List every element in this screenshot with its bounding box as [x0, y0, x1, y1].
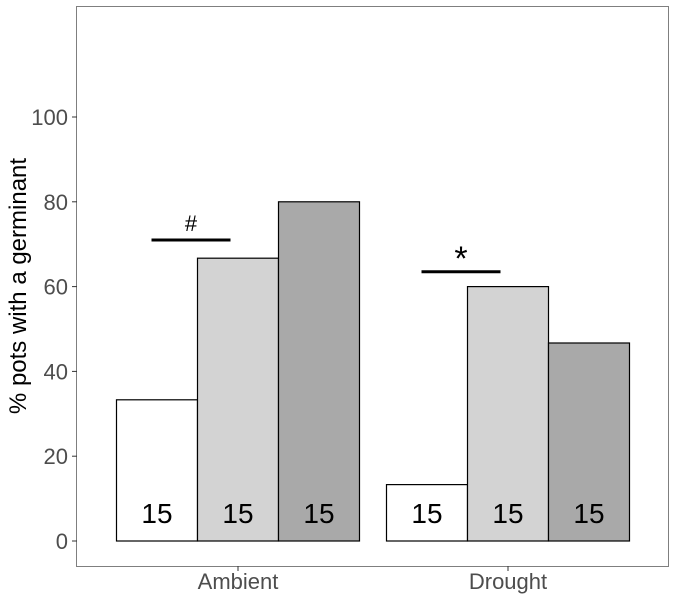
sample-size-label: 15: [411, 498, 442, 529]
y-tick-label: 60: [44, 275, 68, 300]
bar: [547, 342, 631, 542]
sample-size-label: 15: [492, 498, 523, 529]
bar: [277, 201, 361, 542]
significance-symbol: #: [185, 211, 198, 236]
bar: [196, 257, 280, 542]
sample-size-label: 15: [141, 498, 172, 529]
sample-size-label: 15: [222, 498, 253, 529]
y-axis-title: % pots with a germinant: [5, 158, 32, 414]
y-tick-label: 80: [44, 190, 68, 215]
x-tick-label: Drought: [469, 569, 547, 594]
y-tick-label: 40: [44, 359, 68, 384]
y-tick-label: 100: [31, 105, 68, 130]
bar: [385, 484, 469, 542]
x-tick-label: Ambient: [198, 569, 279, 594]
x-axis: Ambient Drought: [198, 566, 547, 594]
significance-annotations: #*: [151, 211, 501, 278]
significance-symbol: *: [454, 240, 467, 278]
y-tick-label: 0: [56, 529, 68, 554]
sample-size-label: 15: [303, 498, 334, 529]
bar: [466, 286, 550, 542]
y-axis: 0 20 40 60 80 100: [31, 105, 77, 554]
sample-size-label: 15: [573, 498, 604, 529]
y-tick-label: 20: [44, 444, 68, 469]
bars: 15 15 15 15 15 15: [115, 201, 631, 542]
